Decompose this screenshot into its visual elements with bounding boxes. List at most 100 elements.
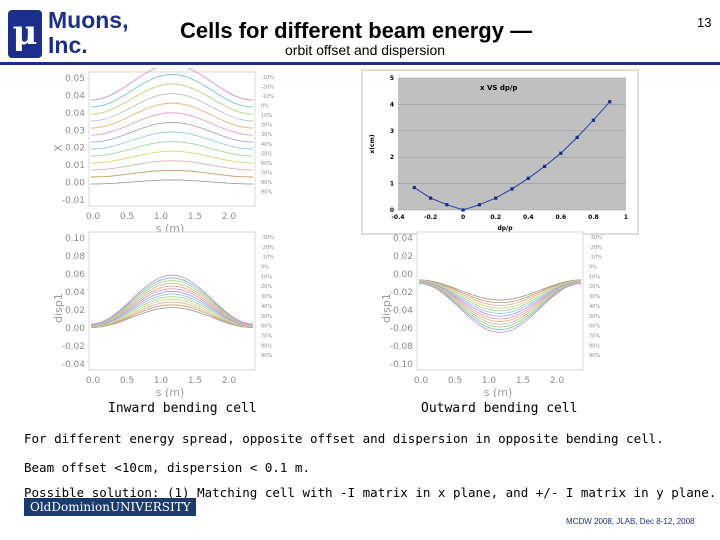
x-tick-label: -0.4 <box>391 214 404 221</box>
legend-entry: 30% <box>589 294 600 300</box>
legend-entry: 80% <box>261 180 272 186</box>
y-tick-label: 0.01 <box>65 161 85 171</box>
curve-trace <box>418 281 582 317</box>
curve-trace <box>90 68 254 101</box>
data-point <box>428 196 433 200</box>
legend-entry: 10% <box>261 113 272 119</box>
x-tick-label: 0.0 <box>414 376 429 386</box>
muons-inc-logo: μ Muons, Inc. <box>8 8 138 60</box>
y-tick-label: -0.01 <box>62 196 85 206</box>
legend-entry: 80% <box>589 343 600 349</box>
curve-trace <box>90 121 254 143</box>
curve-trace <box>90 304 254 328</box>
curve-trace <box>90 93 254 122</box>
logo-mu-symbol: μ <box>8 10 42 58</box>
x-tick-label: 0.5 <box>448 376 462 386</box>
curve-trace <box>90 293 254 327</box>
data-point <box>559 151 563 155</box>
curve-trace <box>90 301 254 328</box>
y-tick-label: -0.02 <box>390 288 413 298</box>
x-tick-label: 0.5 <box>120 376 134 386</box>
body-line-2: Beam offset <10cm, dispersion < 0.1 m. <box>24 460 310 475</box>
data-point <box>542 164 547 169</box>
curve-trace <box>90 285 254 326</box>
y-tick-label: 0.04 <box>393 234 413 244</box>
logo-line-1: Muons, <box>48 7 129 33</box>
plot-dispersion-outward-svg: 0.04 0.02 0.00 -0.02 -0.04 -0.06 -0.08 -0.10 0.… <box>380 231 602 398</box>
body-line-1: For different energy spread, opposite of… <box>24 431 664 446</box>
y-tick-label: 0.04 <box>65 91 85 101</box>
x-tick-label: 2.0 <box>550 376 565 386</box>
legend-entry: 20% <box>589 284 600 290</box>
x-tick-label: 0.0 <box>86 212 101 222</box>
curve-trace <box>90 282 254 326</box>
legend-entry: 40% <box>261 142 272 148</box>
x-tick-label: 0.8 <box>588 214 599 221</box>
curve-trace <box>418 282 582 331</box>
data-point <box>461 208 465 212</box>
curve-trace <box>418 282 582 328</box>
legend-entry: 30% <box>261 294 272 300</box>
plot-x-vs-dpp-ylabel: x(cm) <box>369 134 376 153</box>
legend-entry: -30% <box>589 235 602 241</box>
y-tick-label: 0.04 <box>65 288 85 298</box>
legend-entry: -10% <box>261 255 274 261</box>
curve-trace <box>419 280 581 309</box>
slide-title: Cells for different beam energy — <box>180 18 533 43</box>
y-tick-label: 4 <box>390 101 394 108</box>
curve-trace <box>91 141 253 157</box>
curve-trace <box>91 179 253 185</box>
data-point <box>412 185 416 190</box>
legend-entry: 60% <box>261 161 272 167</box>
legend-entry: 60% <box>589 324 600 330</box>
body-line-3: Possible solution: (1) Matching cell wit… <box>24 485 717 500</box>
footer-conference: MCDW 2008, JLAB, Dec 8-12, 2008 <box>566 517 695 526</box>
data-point <box>526 176 530 180</box>
x-tick-label: 2.0 <box>222 376 237 386</box>
legend-entry: 30% <box>261 132 272 138</box>
x-tick-label: 0.4 <box>523 214 534 221</box>
y-tick-label: 0 <box>390 207 394 214</box>
curve-trace <box>419 279 581 304</box>
legend-entry: -10% <box>261 94 274 100</box>
plot-dispersion-inward-xlabel: s (m) <box>156 386 185 398</box>
data-point <box>608 100 612 104</box>
curve-trace <box>90 112 254 136</box>
x-tick-label: 1.5 <box>188 376 202 386</box>
legend-entry: -20% <box>261 245 274 251</box>
legend-entry: 50% <box>261 314 272 320</box>
x-tick-label: 1.5 <box>188 212 202 222</box>
legend-entry: 20% <box>261 123 272 129</box>
y-tick-label: -0.06 <box>390 324 414 334</box>
legend-entry: 50% <box>589 314 600 320</box>
x-tick-label: 1.0 <box>154 212 169 222</box>
legend-entry: 70% <box>589 333 600 339</box>
curve-trace <box>90 296 254 327</box>
legend-entry: 80% <box>261 343 272 349</box>
legend-entry: -10% <box>589 255 602 261</box>
legend-entry: -20% <box>589 245 602 251</box>
plot-dispersion-inward-ylabel: disp1 <box>52 293 65 323</box>
legend-entry: 70% <box>261 170 272 176</box>
plot-offset-inward-svg: 0.05 0.04 0.04 0.03 0.02 0.01 0.00 -0.01 0.0 0.5… <box>52 68 274 235</box>
plot-dispersion-outward-ylabel: disp1 <box>380 293 393 323</box>
curve-trace <box>90 307 254 329</box>
data-point <box>591 118 596 122</box>
legend-entry: 0% <box>261 104 269 110</box>
page-number: 13 <box>697 15 712 30</box>
x-tick-label: 0.5 <box>120 212 134 222</box>
curve-trace <box>90 288 254 326</box>
curve-trace <box>419 280 581 306</box>
x-tick-label: 1.5 <box>516 376 530 386</box>
legend-entry: 10% <box>589 274 600 280</box>
data-point <box>477 203 482 207</box>
plot-dispersion-inward-svg: 0.10 0.08 0.06 0.04 0.02 0.00 -0.02 -0.04 0.0 0.… <box>52 231 274 398</box>
curve-trace <box>419 279 581 301</box>
legend-entry: 20% <box>261 284 272 290</box>
curve-trace <box>91 169 253 178</box>
y-tick-label: 2 <box>390 154 394 161</box>
curve-trace <box>418 282 582 325</box>
x-tick-label: 2.0 <box>222 212 237 222</box>
